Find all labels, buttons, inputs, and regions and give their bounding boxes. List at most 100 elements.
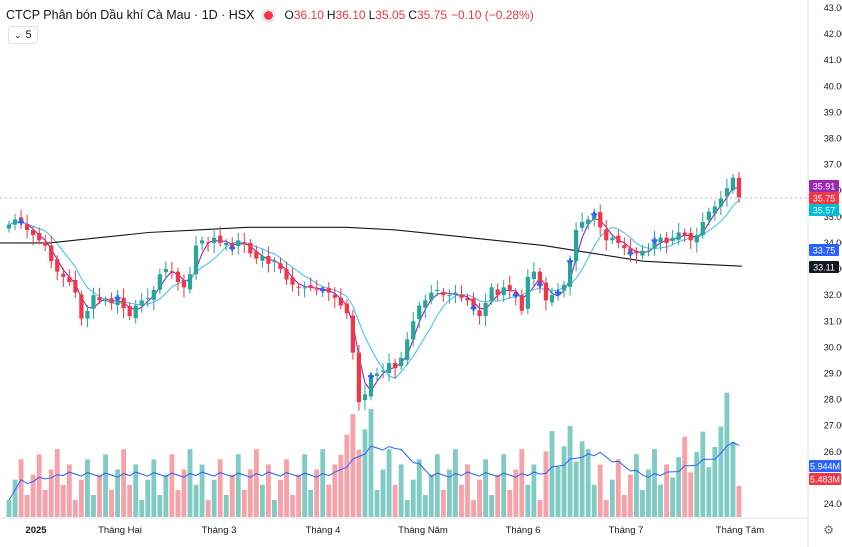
volume-bar: [531, 464, 537, 517]
candle: [314, 280, 319, 296]
candle: [640, 245, 645, 260]
candle: [362, 384, 368, 411]
candle-body: [169, 271, 175, 273]
candle-body: [133, 305, 138, 319]
x-tick-label: Tháng Tám: [716, 525, 764, 536]
candle: [489, 283, 494, 305]
candle: [658, 233, 663, 252]
volume-bar: [621, 494, 627, 517]
x-tick-label: Tháng 4: [306, 525, 341, 536]
candle-body: [393, 363, 398, 369]
candle: [423, 294, 428, 318]
signal-plus-icon: [536, 281, 543, 288]
candle-body: [495, 289, 500, 296]
candle: [525, 269, 530, 315]
volume-bar: [30, 474, 36, 517]
signal-plus-icon: [229, 245, 236, 252]
volume-bar: [591, 484, 597, 517]
volume-bar: [573, 461, 579, 517]
candle-body: [405, 339, 410, 360]
chevron-down-icon: ⌄: [14, 30, 22, 40]
candle-body: [549, 295, 555, 303]
volume-bar: [259, 484, 265, 517]
volume-bar: [459, 484, 464, 517]
candle: [151, 286, 156, 311]
volume-bar: [688, 472, 694, 517]
candle-body: [272, 261, 277, 263]
time-axis: 2025 Tháng Hai Tháng 3 Tháng 4 Tháng Năm Thán…: [25, 525, 764, 536]
candle-body: [61, 273, 66, 277]
candle: [91, 287, 96, 319]
candle: [187, 266, 193, 294]
candle-body: [55, 259, 60, 272]
candle-body: [676, 232, 681, 240]
candle-body: [181, 280, 187, 288]
volume-bar: [664, 464, 670, 517]
candle-body: [622, 245, 627, 249]
candle-body: [700, 222, 705, 236]
moving-averages: [0, 187, 743, 392]
candle-body: [646, 250, 651, 252]
candle-body: [6, 224, 12, 229]
volume-bar: [483, 459, 489, 517]
candle: [411, 311, 416, 347]
candle-body: [356, 352, 362, 403]
volume-bar: [85, 459, 90, 517]
volume-bar: [145, 479, 151, 517]
volume-bar: [434, 454, 440, 517]
candle-body: [453, 292, 458, 294]
signal-plus-icon: [319, 286, 326, 293]
y-tick-label: 38.00: [824, 134, 842, 144]
candle: [43, 234, 48, 252]
candle: [55, 255, 60, 281]
candle: [483, 293, 488, 327]
volume-bar: [12, 479, 18, 517]
volume-bar: [404, 500, 410, 517]
candle: [145, 288, 150, 307]
candle-body: [12, 219, 18, 225]
volume-bar: [465, 464, 470, 517]
candle: [79, 290, 84, 326]
volume-bar: [519, 449, 525, 517]
candle-body: [465, 297, 470, 301]
volume-bar: [718, 426, 724, 517]
y-tick-label: 32.00: [824, 290, 842, 300]
volume-ma-line: [8, 441, 740, 501]
volume-bar: [543, 451, 549, 517]
candle-body: [658, 237, 663, 243]
y-tick-label: 42.00: [824, 29, 842, 39]
candle: [127, 302, 132, 320]
volume-bar: [193, 484, 199, 517]
y-tick-label: 26.00: [824, 447, 842, 457]
volume-bar: [139, 500, 145, 517]
candle: [260, 248, 265, 268]
candles: [6, 171, 742, 411]
volume-bar: [676, 457, 682, 517]
candle-body: [199, 240, 205, 244]
candle: [380, 363, 386, 379]
candle: [435, 280, 440, 296]
candle-body: [507, 285, 512, 290]
volume-bar: [205, 500, 211, 517]
candle: [248, 239, 253, 258]
settings-gear-icon[interactable]: ⚙: [823, 523, 834, 537]
candle: [730, 173, 736, 195]
candle-body: [670, 237, 675, 241]
candle-body: [441, 292, 446, 296]
price-badge-label: 33.11: [813, 263, 835, 273]
candle: [700, 212, 705, 240]
volume-bar: [24, 494, 30, 517]
candle: [157, 268, 162, 294]
candle: [224, 239, 229, 251]
volume-bar: [235, 454, 241, 517]
volume-bar: [344, 434, 350, 517]
indicator-toggle[interactable]: ⌄ 5: [8, 26, 38, 44]
volume-bar: [91, 494, 96, 517]
candle: [308, 277, 313, 292]
volume-bar: [712, 446, 718, 517]
y-tick-label: 37.00: [824, 160, 842, 170]
y-tick-label: 29.00: [824, 368, 842, 378]
candle: [688, 227, 693, 249]
candle: [519, 289, 524, 315]
